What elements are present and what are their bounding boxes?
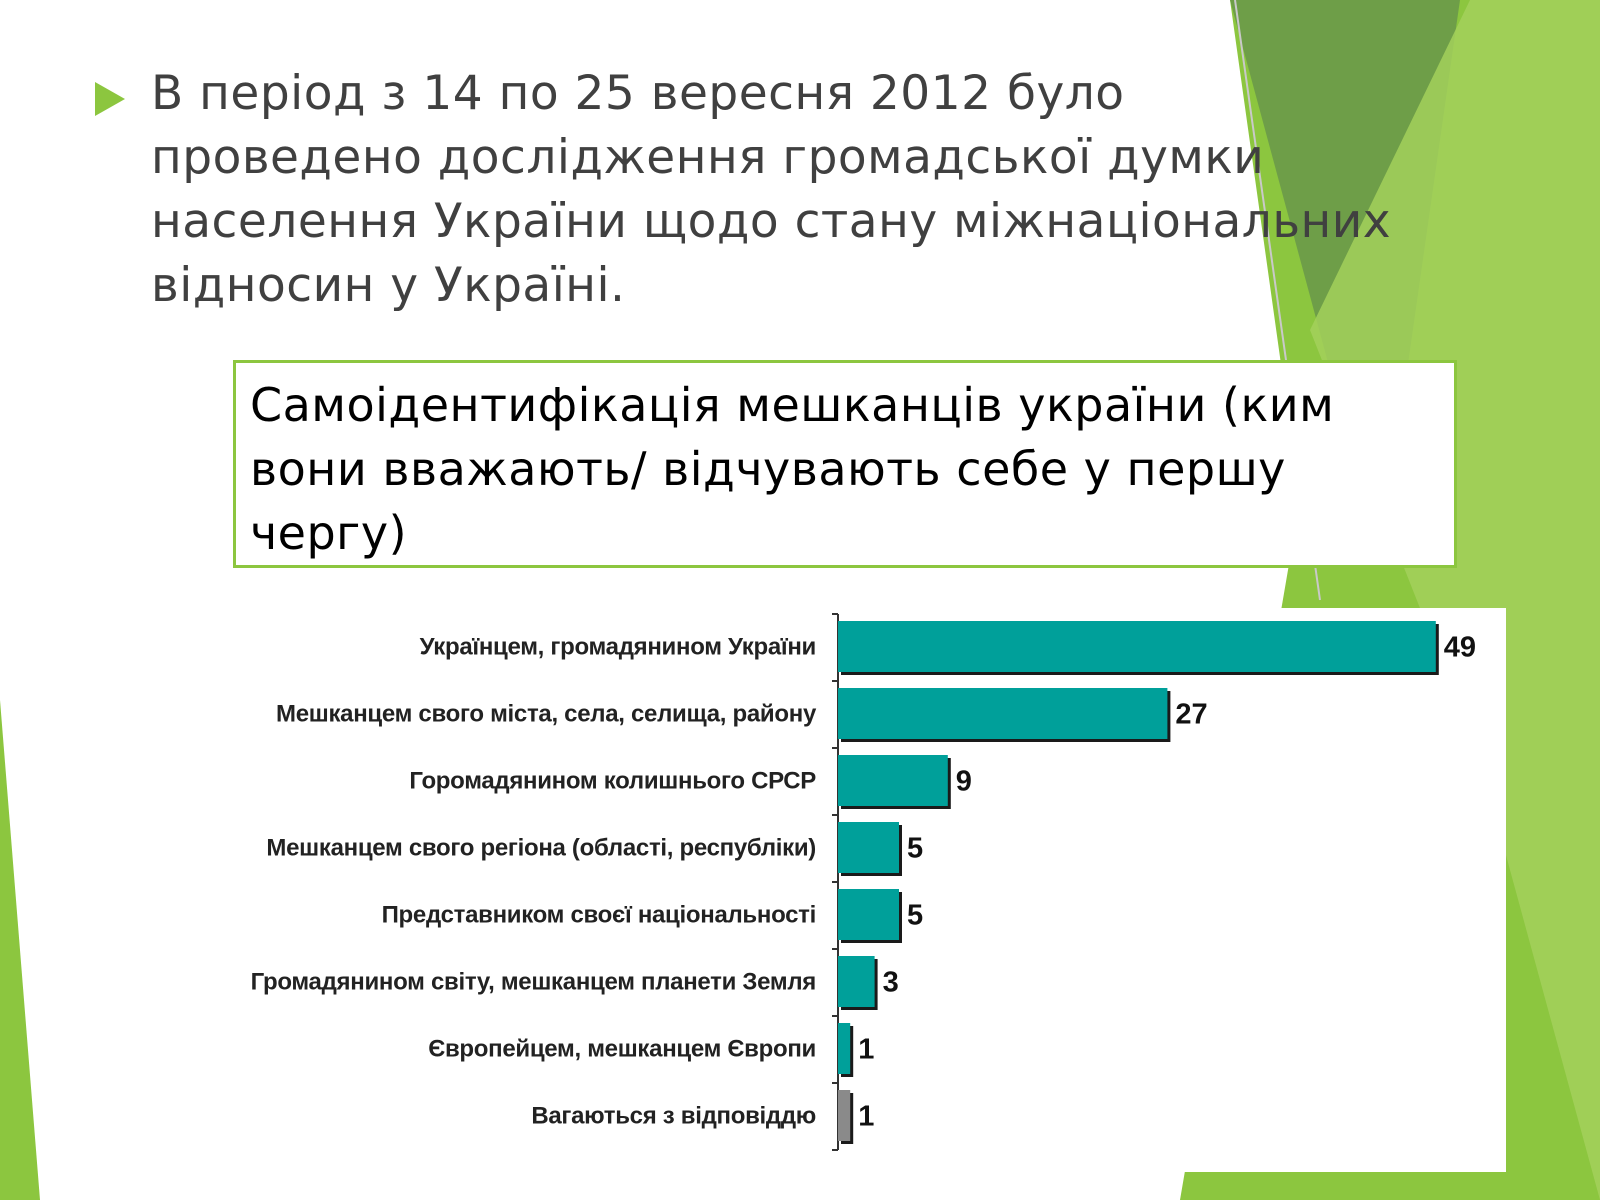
bar <box>838 1023 851 1074</box>
bar <box>838 621 1436 672</box>
bg-green-shape-left <box>0 700 40 1200</box>
value-label: 1 <box>858 1034 874 1066</box>
chart-title: Самоідентифікація мешканців україни (ким… <box>250 378 1335 560</box>
bullet-arrow-icon <box>95 82 125 116</box>
bar <box>838 1090 851 1141</box>
value-label: 5 <box>907 833 923 865</box>
bar <box>838 889 899 940</box>
value-label: 1 <box>858 1101 874 1133</box>
category-label: Представником своєї національності <box>382 902 816 929</box>
bar-chart: Українцем, громадянином України 49 Мешканц… <box>251 613 1476 1151</box>
value-label: 27 <box>1175 699 1207 731</box>
chart-panel: Українцем, громадянином України 49 Мешканц… <box>178 608 1506 1172</box>
bullet-text: В період з 14 по 25 вересня 2012 було пр… <box>151 66 1392 313</box>
category-label: Мешканцем свого міста, села, селища, рай… <box>276 701 817 728</box>
value-label: 5 <box>907 900 923 932</box>
chart-title-box: Самоідентифікація мешканців україни (ким… <box>233 360 1457 568</box>
value-label: 3 <box>883 967 899 999</box>
value-label: 9 <box>956 766 972 798</box>
category-label: Вагаються з відповіддю <box>531 1103 816 1130</box>
value-label: 49 <box>1444 632 1476 664</box>
bar <box>838 688 1168 739</box>
bar <box>838 956 875 1007</box>
category-label: Мешканцем свого регіона (області, респуб… <box>266 835 816 862</box>
category-label: Українцем, громадянином України <box>420 634 816 661</box>
bar <box>838 822 899 873</box>
category-label: Горомадянином колишнього СРСР <box>409 768 816 795</box>
category-label: Європейцем, мешканцем Європи <box>428 1036 816 1063</box>
bg-light-green-shape <box>1310 0 1600 1200</box>
bar <box>838 755 948 806</box>
category-label: Громадянином світу, мешканцем планети Зе… <box>251 969 816 996</box>
